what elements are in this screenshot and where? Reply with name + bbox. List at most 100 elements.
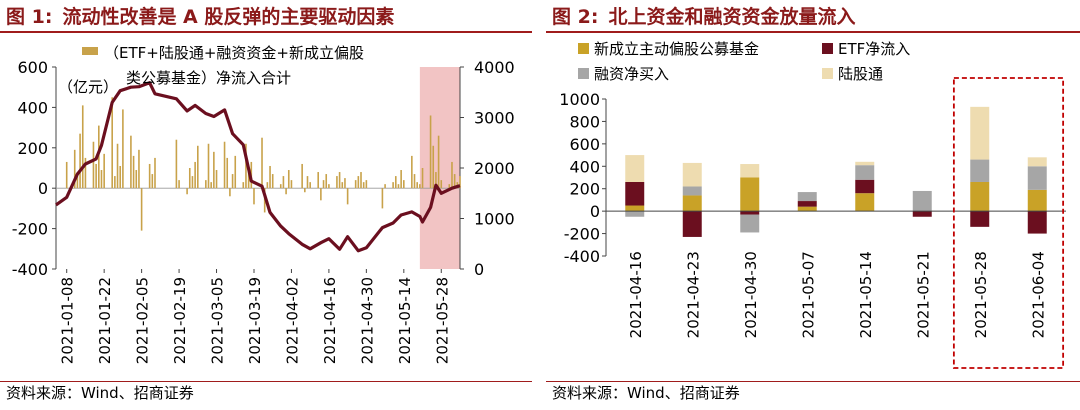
x-axis-tick-label: 2021-04-30 [742,251,760,338]
bar-mark [100,170,103,189]
figure-2-chart: -400 -200 0 200 400 600 800 1000 2021-04-16 2021-… [559,40,1066,369]
y-axis-tick-label: 200 [569,180,600,199]
legend-label: 新成立主动偏股公募基金 [594,40,759,58]
legend-label: 陆股通 [838,65,883,83]
bar-mark [309,182,311,189]
bar-mark [432,145,435,189]
x-axis-tick-label: 2021-04-16 [321,277,339,364]
bar-mark [95,163,97,189]
bar-segment [797,192,817,202]
x-axis-tick-label: 2021-05-14 [857,251,875,338]
bar-mark [98,125,100,189]
bar-mark [365,180,368,189]
bar-mark [205,180,207,189]
x-axis-tick-label: 2021-03-05 [209,277,227,364]
bar-mark [362,182,365,189]
figure-2-panel: 图 2: 北上资金和融资资金放量流入 -400 -200 0 200 400 600 800 1… [546,0,1080,410]
x-axis-tick-label: 2021-04-30 [358,277,376,364]
bar-mark [384,184,386,189]
bar-segment [970,181,990,212]
legend-label: ETF净流入 [838,40,910,58]
bar-mark [116,143,119,189]
bar-mark [413,174,416,189]
bar-mark [261,137,263,189]
figure-1-bottom-rule [0,381,532,382]
bar-mark [65,161,68,189]
bar-mark [269,165,271,189]
bar-mark [247,170,250,189]
x-axis-tick-label: 2021-02-05 [134,277,152,364]
bar-mark [119,165,122,189]
bar-mark [416,182,418,189]
bar-segment [1027,157,1047,167]
bar-mark [354,180,357,189]
bar-segment [740,164,760,178]
bar-mark [135,170,138,189]
bar-segment [682,162,702,187]
bar-segment [912,211,932,217]
bar-mark [301,163,303,189]
figure-1-chart: -400 -200 0 200 400 600 0 1000 2000 3000 4000 2021-… [12,44,515,364]
bar-mark [411,155,413,189]
x-axis-tick-label: 2021-04-23 [684,251,702,338]
legend-label-line-2: 类公募基金）净流入合计 [126,69,291,87]
bar-mark [279,184,282,189]
figure-2-title-text: 北上资金和融资资金放量流入 [608,6,856,28]
bar-segment [855,193,875,212]
bar-mark [421,168,424,189]
bar-segment [740,177,760,212]
bar-mark [186,188,188,195]
bar-mark [223,141,226,189]
bar-segment [1027,166,1047,190]
bar-mark [341,182,344,189]
bar-segment [797,201,817,207]
bar-mark [419,184,421,189]
bar-mark [194,161,196,189]
bar-segment [625,181,645,206]
x-axis-tick-label: 2021-02-19 [171,277,189,364]
y-axis-tick-label: -200 [564,225,600,244]
bar-mark [336,176,338,189]
bar-mark [229,188,231,197]
bar-mark [328,184,330,189]
bar-segment [740,214,760,233]
legend-swatch [82,47,98,55]
bar-mark [197,145,199,189]
bar-mark [76,172,79,189]
bar-mark [207,143,210,189]
x-axis-tick-label: 2021-05-14 [396,277,414,364]
figure-2-source: 资料来源：Wind、招商证券 [552,384,740,402]
x-axis-tick-label: 2021-01-22 [96,277,114,364]
legend-label: 融资净买入 [594,65,669,83]
right-axis-tick-label: 3000 [474,109,515,128]
bar-segment [625,205,645,212]
x-axis-tick-label: 2021-05-07 [799,251,817,338]
y-axis-tick-label: 600 [569,135,600,154]
x-axis-tick-label: 2021-06-04 [1029,251,1047,338]
left-axis-tick-label: -400 [12,260,48,279]
bar-mark [322,180,325,189]
bar-mark [81,105,84,189]
bar-mark [304,188,306,193]
left-axis-unit-label: （亿元） [58,78,118,96]
bar-segment [970,211,990,227]
bar-segment [855,179,875,194]
bar-mark [140,188,143,231]
bar-mark [215,170,218,189]
x-axis-tick-label: 2021-01-08 [59,277,77,364]
bar-mark [344,178,346,189]
x-axis-tick-label: 2021-05-21 [914,251,932,338]
bar-mark [84,157,87,189]
figure-2-label: 图 2: [552,6,599,28]
bar-mark [285,188,287,195]
figure-1-panel: 图 1: 流动性改善是 A 股反弹的主要驱动因素 -400 -200 0 200 400 6… [0,0,532,410]
bar-segment [855,165,875,180]
bar-mark [154,157,156,189]
left-axis-tick-label: 200 [17,139,48,158]
bar-mark [253,188,255,205]
figure-2-title: 图 2: 北上资金和融资资金放量流入 [552,2,855,29]
left-axis-tick-label: 400 [17,98,48,117]
bar-mark [234,155,237,189]
figure-1-title: 图 1: 流动性改善是 A 股反弹的主要驱动因素 [6,2,394,29]
legend-swatch [822,68,833,79]
